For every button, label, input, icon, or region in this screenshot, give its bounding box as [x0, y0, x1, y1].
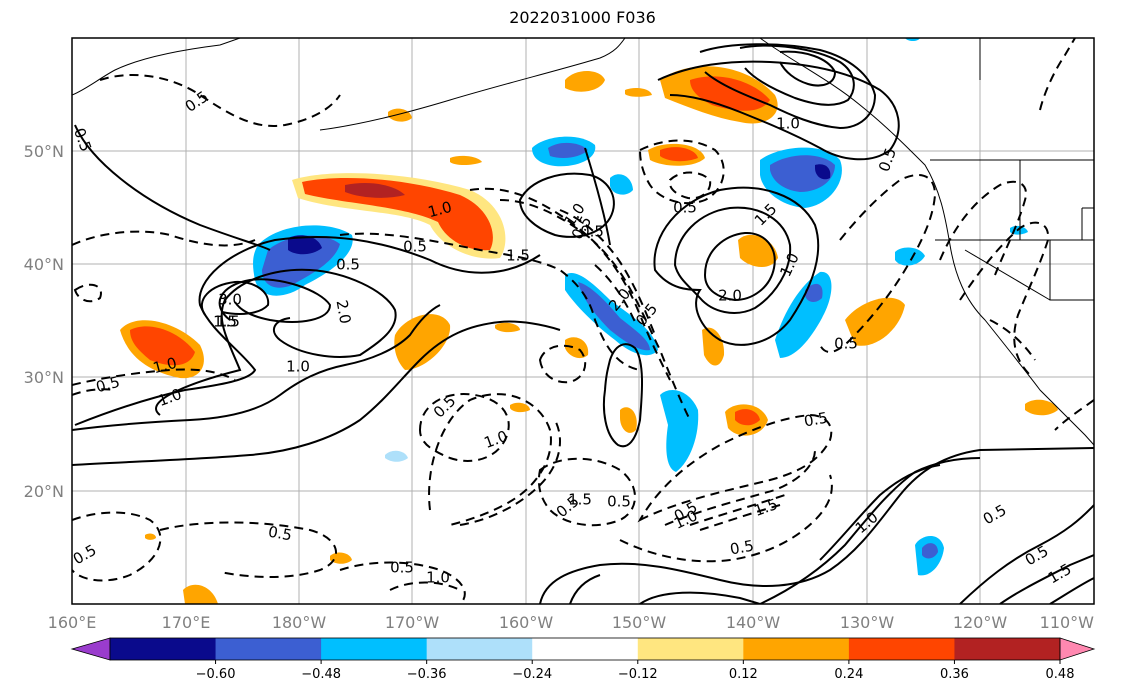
contour-label: 1.0 [776, 115, 800, 133]
colorbar-segment [321, 638, 428, 660]
colorbar-tick-label: −0.24 [512, 667, 552, 682]
colorbar-frame [109, 637, 1061, 661]
lon-label-110w: 110°W [1040, 613, 1095, 632]
lon-label-120w: 120°W [953, 613, 1008, 632]
positive-contours [72, 43, 1094, 604]
colorbar-tick-label: −0.36 [407, 667, 447, 682]
contour-label: 1.0 [426, 198, 454, 222]
contour-label: 0.5 [390, 559, 414, 577]
lon-label-160e: 160°E [48, 613, 97, 632]
contour-label: 0.5 [729, 537, 756, 559]
contour-label: 1.0 [286, 358, 310, 376]
colorbar-extend-high [1059, 637, 1096, 661]
colorbar-segment [954, 638, 1061, 660]
negative-contours [72, 38, 1094, 604]
lat-label-50n: 50°N [24, 142, 64, 161]
colorbar-tick-label: 0.24 [834, 667, 863, 682]
colorbar-segment [532, 638, 639, 660]
colorbar-tick-label: −0.12 [618, 667, 658, 682]
longitude-axis: 160°E 170°E 180°W 170°W 160°W 150°W 140°… [48, 613, 1095, 632]
contour-label: 1.0 [151, 354, 179, 378]
colorbar-tick-label: 0.36 [940, 667, 969, 682]
contour-label: 0.5 [580, 223, 604, 241]
colorbar-segment [637, 638, 744, 660]
lat-label-20n: 20°N [24, 482, 64, 501]
lat-label-40n: 40°N [24, 255, 64, 274]
contour-label: 3.0 [218, 291, 242, 309]
contour-label: 0.5 [607, 493, 631, 511]
contour-label: 0.5 [403, 238, 427, 256]
lon-label-170w: 170°W [385, 613, 440, 632]
colorbar-tick-label: −0.48 [301, 667, 341, 682]
lon-label-160w: 160°W [499, 613, 554, 632]
latitude-axis: 50°N 40°N 30°N 20°N [24, 142, 64, 501]
map-title: 2022031000 F036 [509, 8, 656, 27]
map-frame [71, 37, 1095, 605]
contour-label: 0.5 [803, 409, 830, 431]
lat-label-30n: 30°N [24, 368, 64, 387]
contour-label: 0.5 [267, 523, 294, 545]
colorbar-extend-low [70, 637, 111, 661]
colorbar-tick-label: 0.48 [1046, 667, 1075, 682]
contour-label: 0.5 [336, 256, 360, 274]
map-panel [72, 38, 1094, 604]
contour-label: 1.5 [216, 313, 240, 331]
contour-label: 2.0 [333, 299, 355, 326]
contour-label: 1.5 [213, 313, 237, 331]
colorbar-tick-label: 0.12 [729, 667, 758, 682]
colorbar-segment [743, 638, 850, 660]
contour-label: 1.5 [568, 491, 592, 509]
colorbar-tick-label: −0.60 [196, 667, 236, 682]
contour-label: 1.5 [506, 247, 530, 265]
coastlines [72, 38, 1094, 446]
colorbar: −0.60 −0.48 −0.36 −0.24 −0.12 0.12 0.24 0.36 0.4… [70, 637, 1096, 682]
colorbar-segment [110, 638, 217, 660]
contour-label: 2.0 [718, 287, 742, 305]
lon-label-150w: 150°W [612, 613, 667, 632]
lon-label-130w: 130°W [840, 613, 895, 632]
lon-label-170e: 170°E [162, 613, 211, 632]
colorbar-segment [215, 638, 322, 660]
contour-label: 1.0 [426, 569, 450, 587]
colorbar-segment [848, 638, 955, 660]
lon-label-180w: 180°W [272, 613, 327, 632]
contour-label: 0.5 [94, 373, 122, 397]
lon-label-140w: 140°W [726, 613, 781, 632]
contour-label: 0.5 [673, 199, 697, 217]
contour-label: 0.5 [834, 335, 858, 353]
colorbar-segment [426, 638, 533, 660]
